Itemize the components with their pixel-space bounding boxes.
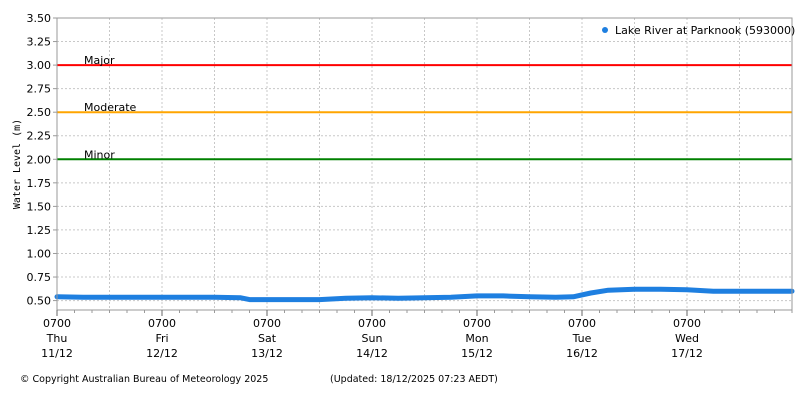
- y-tick-label: 1.25: [27, 224, 52, 237]
- threshold-lines: Major Moderate Minor: [57, 54, 792, 161]
- y-axis-ticks: 0.50 0.75 1.00 1.25 1.50 1.75 2.00 2.25 2.50 2.75…: [27, 12, 57, 308]
- x-tick-time: 0700: [43, 317, 71, 330]
- legend-marker: [602, 27, 608, 33]
- series-line-0: [54, 286, 795, 303]
- x-axis-ticks: 0700 Thu 11/12 0700 Fri 12/12 0700 Sat 13/12 0700…: [41, 310, 793, 360]
- y-tick-label: 1.50: [27, 200, 52, 213]
- y-tick-label: 3.25: [27, 36, 52, 49]
- x-tick-day: Mon: [465, 332, 488, 345]
- threshold-label-major: Major: [84, 54, 115, 67]
- updated-timestamp: (Updated: 18/12/2025 07:23 AEDT): [330, 374, 498, 385]
- y-tick-label: 3.50: [27, 12, 52, 25]
- x-tick-time: 0700: [253, 317, 281, 330]
- y-tick-label: 2.75: [27, 83, 52, 96]
- y-tick-label: 1.00: [27, 247, 52, 260]
- y-tick-label: 0.75: [27, 271, 52, 284]
- y-tick-label: 1.75: [27, 177, 52, 190]
- legend: Lake River at Parknook (593000): [602, 24, 795, 37]
- x-tick-time: 0700: [463, 317, 491, 330]
- y-axis-label: Water Level (m): [12, 119, 23, 209]
- x-tick-date: 15/12: [461, 347, 493, 360]
- grid-lines: [56, 17, 793, 310]
- x-tick-date: 14/12: [356, 347, 388, 360]
- y-tick-label: 0.50: [27, 295, 52, 308]
- x-tick-day: Wed: [675, 332, 699, 345]
- x-tick-time: 0700: [568, 317, 596, 330]
- x-tick-date: 16/12: [566, 347, 598, 360]
- y-tick-label: 2.00: [27, 153, 52, 166]
- x-tick-day: Fri: [155, 332, 168, 345]
- y-tick-label: 2.25: [27, 130, 52, 143]
- x-tick-date: 12/12: [146, 347, 178, 360]
- threshold-label-minor: Minor: [84, 148, 115, 161]
- series-layer: [54, 286, 795, 303]
- x-tick-day: Thu: [46, 332, 68, 345]
- y-tick-label: 2.50: [27, 106, 52, 119]
- x-tick-date: 13/12: [251, 347, 283, 360]
- x-tick-day: Sat: [258, 332, 277, 345]
- x-tick-day: Tue: [572, 332, 592, 345]
- x-tick-time: 0700: [358, 317, 386, 330]
- legend-label: Lake River at Parknook (593000): [615, 24, 795, 37]
- copyright-text: © Copyright Australian Bureau of Meteoro…: [20, 374, 269, 385]
- x-tick-date: 17/12: [671, 347, 703, 360]
- y-tick-label: 3.00: [27, 59, 52, 72]
- x-tick-time: 0700: [673, 317, 701, 330]
- x-tick-time: 0700: [148, 317, 176, 330]
- x-tick-day: Sun: [362, 332, 383, 345]
- threshold-label-moderate: Moderate: [84, 101, 137, 114]
- x-tick-date: 11/12: [41, 347, 73, 360]
